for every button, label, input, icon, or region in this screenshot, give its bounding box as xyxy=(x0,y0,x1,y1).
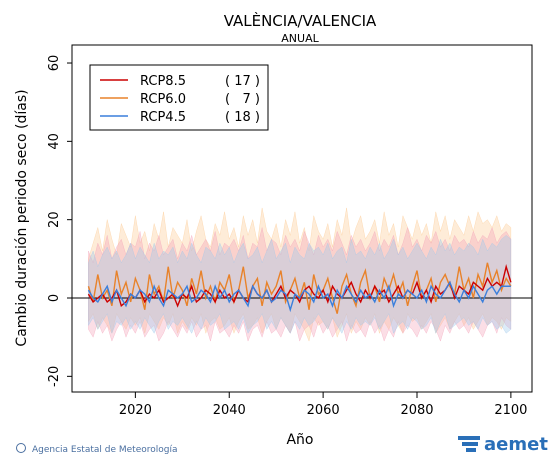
y-tick-label: 20 xyxy=(47,211,62,228)
y-tick-label: 60 xyxy=(47,55,62,72)
x-tick-label: 2040 xyxy=(213,403,246,418)
x-tick-label: 2080 xyxy=(400,403,433,418)
copyright-icon xyxy=(16,443,26,453)
series-line xyxy=(87,280,511,313)
legend-count: ( 18 ) xyxy=(225,110,260,125)
x-axis-label: Año xyxy=(286,432,313,448)
series-line xyxy=(87,263,512,308)
y-tick-label: 40 xyxy=(47,133,62,150)
chart-subtitle: ANUAL xyxy=(281,32,319,45)
legend-count: ( 7 ) xyxy=(225,92,260,107)
x-tick-label: 2060 xyxy=(307,403,340,418)
y-tick-label: 0 xyxy=(47,294,62,302)
chart-title: VALÈNCIA/VALENCIA xyxy=(224,11,377,30)
legend-label: RCP6.0 xyxy=(140,92,186,107)
plot-frame xyxy=(71,44,533,393)
legend-label: RCP4.5 xyxy=(140,110,186,125)
logo: aemet xyxy=(484,434,548,455)
y-axis-label: Cambio duración periodo seco (días) xyxy=(14,89,30,346)
y-tick-label: -20 xyxy=(47,366,62,387)
legend-label: RCP8.5 xyxy=(140,74,186,89)
logo-icon xyxy=(458,436,480,452)
x-tick-label: 2020 xyxy=(119,403,152,418)
x-tick-label: 2100 xyxy=(494,403,527,418)
legend-count: ( 17 ) xyxy=(225,74,260,89)
footer: Agencia Estatal de Meteorología xyxy=(32,445,178,455)
range-band xyxy=(88,235,512,335)
